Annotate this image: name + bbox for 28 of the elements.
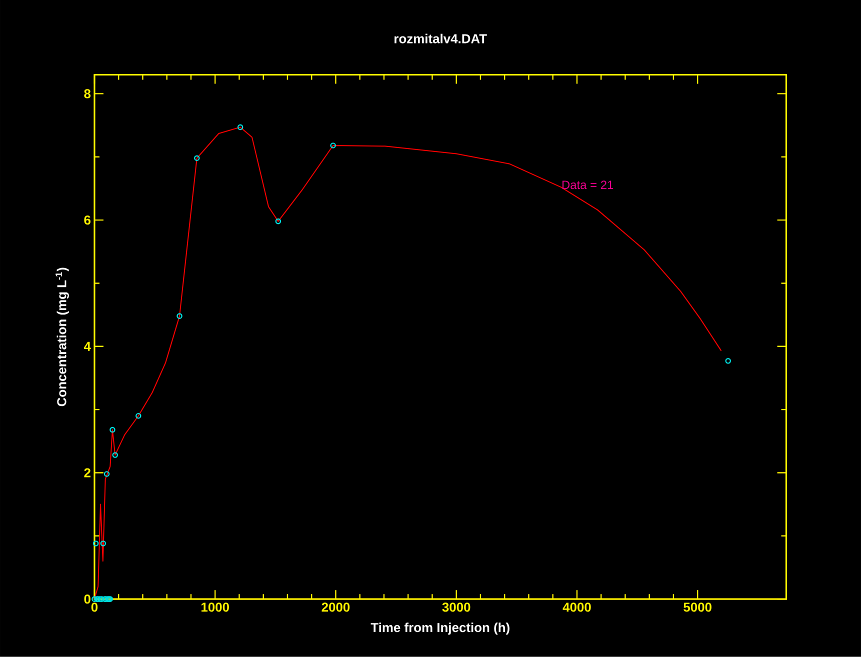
- point: [92, 596, 98, 602]
- point: [104, 471, 110, 477]
- point: [92, 540, 99, 546]
- point: [237, 124, 244, 130]
- annotation: Data = 21: [562, 180, 614, 190]
- x-tick-label: 4000: [562, 602, 591, 612]
- point: [176, 313, 182, 320]
- point: [275, 218, 282, 224]
- y-axis-title: Concentration (mg L$^{-1}$): [56, 268, 69, 406]
- point: [725, 358, 731, 364]
- point: [194, 155, 200, 162]
- y-tick-label: 6: [84, 216, 90, 225]
- x-tick-label: 3000: [442, 602, 470, 612]
- x-tick-label: 2000: [322, 602, 350, 612]
- y-tick-label: 0: [84, 594, 90, 604]
- point: [112, 452, 118, 458]
- y-tick-label: 2: [84, 468, 90, 478]
- x-axis-title: Time from Injection (h): [370, 622, 510, 635]
- y-tick-label: 8: [84, 89, 91, 98]
- point: [330, 142, 336, 148]
- chart-title: rozmitalv4.DAT: [394, 34, 487, 44]
- point: [100, 540, 106, 546]
- x-tick-label: 0: [91, 602, 98, 612]
- x-tick-label: 1000: [202, 602, 229, 612]
- point: [110, 426, 116, 433]
- y-tick-label: 4: [84, 342, 91, 351]
- x-tick-label: 5000: [684, 602, 712, 612]
- point: [135, 413, 142, 419]
